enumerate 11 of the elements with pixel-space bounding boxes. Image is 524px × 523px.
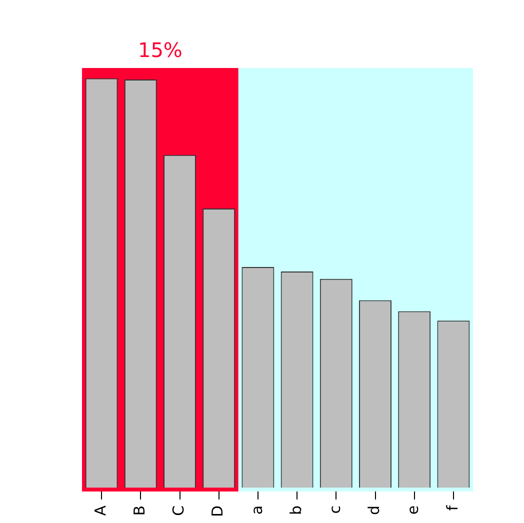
x-tick-label: C bbox=[170, 505, 188, 516]
x-tick-label: D bbox=[208, 505, 227, 518]
x-tick-label: d bbox=[365, 505, 384, 515]
x-tick-label: B bbox=[130, 505, 149, 516]
x-tick-label: A bbox=[91, 504, 110, 516]
x-tick-label: a bbox=[248, 505, 266, 515]
x-tick-label: f bbox=[443, 504, 462, 511]
x-tick-label: e bbox=[404, 505, 422, 515]
band-label: 15% bbox=[138, 38, 182, 62]
x-tick-label: c bbox=[326, 505, 344, 514]
x-tick-label: b bbox=[286, 505, 305, 515]
